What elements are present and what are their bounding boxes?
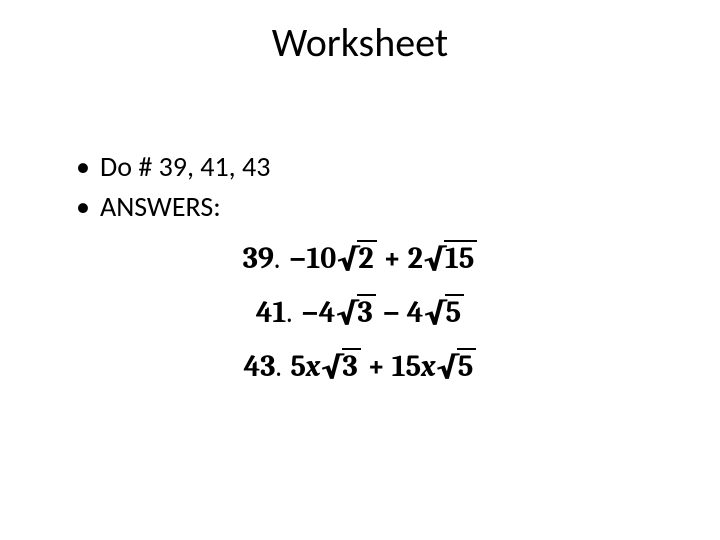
- radicand: 3: [357, 294, 376, 329]
- term-coef: 10: [307, 241, 337, 276]
- radicand: 3: [342, 348, 361, 383]
- radicand: 5: [457, 348, 477, 383]
- answer-dot: .: [274, 241, 280, 276]
- page-title: Worksheet: [0, 18, 720, 67]
- answers-block: 39. −10√2 + 2√15 41. −4√3 − 4√5 43. 5x√3…: [0, 222, 720, 402]
- bullet-list: Do # 39, 41, 43 ANSWERS:: [36, 148, 270, 228]
- term-coef: 2: [408, 241, 423, 276]
- bullet-item: Do # 39, 41, 43: [76, 148, 270, 186]
- answer-line-41: 41. −4√3 − 4√5: [0, 294, 720, 330]
- term-sign: −: [301, 295, 319, 330]
- term-variable: x: [306, 349, 320, 384]
- term-coef: 5: [290, 349, 306, 384]
- term-coef: 15: [392, 349, 421, 384]
- term-sign: −: [382, 295, 400, 330]
- radical: √5: [436, 348, 477, 384]
- radical: √2: [336, 240, 376, 276]
- term-coef: 4: [319, 295, 336, 330]
- answer-dot: .: [276, 349, 282, 384]
- radicand: 5: [445, 294, 465, 329]
- term-sign: −: [289, 241, 307, 276]
- term-variable: x: [421, 349, 435, 384]
- radicand: 15: [444, 240, 477, 275]
- term-sign: +: [367, 349, 385, 384]
- radical: √5: [423, 294, 464, 330]
- answer-number: 39: [243, 241, 274, 276]
- answer-line-39: 39. −10√2 + 2√15: [0, 240, 720, 276]
- answer-number: 43: [244, 349, 276, 384]
- answer-line-43: 43. 5x√3 + 15x√5: [0, 348, 720, 384]
- term-sign: [401, 241, 408, 276]
- term-sign: [385, 349, 392, 384]
- answer-number: 41: [256, 295, 286, 330]
- term-coef: 4: [407, 295, 424, 330]
- bullet-item: ANSWERS:: [76, 188, 270, 226]
- radical: √3: [320, 348, 360, 384]
- term-sign: +: [383, 241, 401, 276]
- radical: √3: [335, 294, 375, 330]
- term-sign: [400, 295, 407, 330]
- answer-dot: .: [286, 295, 292, 330]
- slide: Worksheet Do # 39, 41, 43 ANSWERS: 39. −…: [0, 0, 720, 540]
- radical: √15: [423, 240, 477, 276]
- radicand: 2: [357, 240, 376, 275]
